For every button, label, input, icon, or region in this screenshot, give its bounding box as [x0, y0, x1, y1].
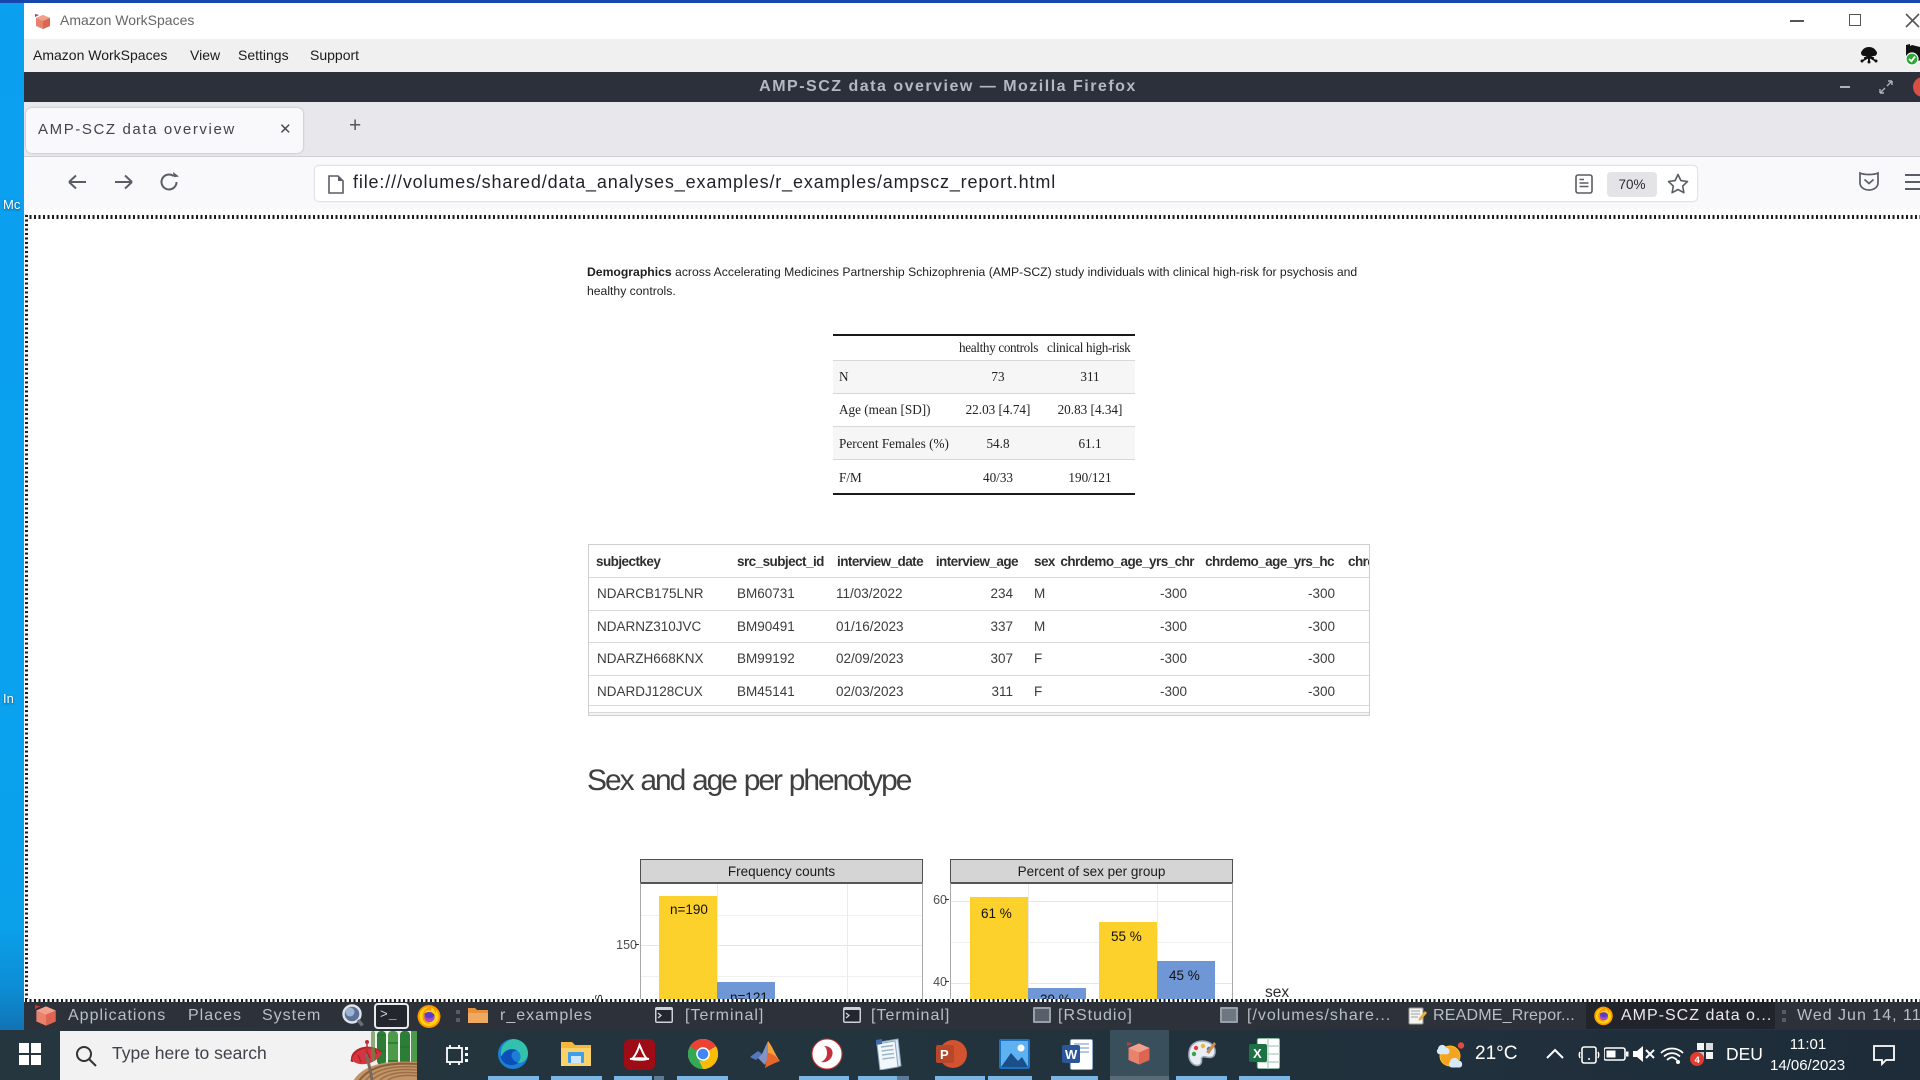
svg-text:X: X: [1253, 1046, 1262, 1061]
svg-text:P: P: [940, 1047, 949, 1062]
svg-text:W: W: [1065, 1047, 1078, 1062]
svg-text:4: 4: [1695, 1055, 1701, 1066]
